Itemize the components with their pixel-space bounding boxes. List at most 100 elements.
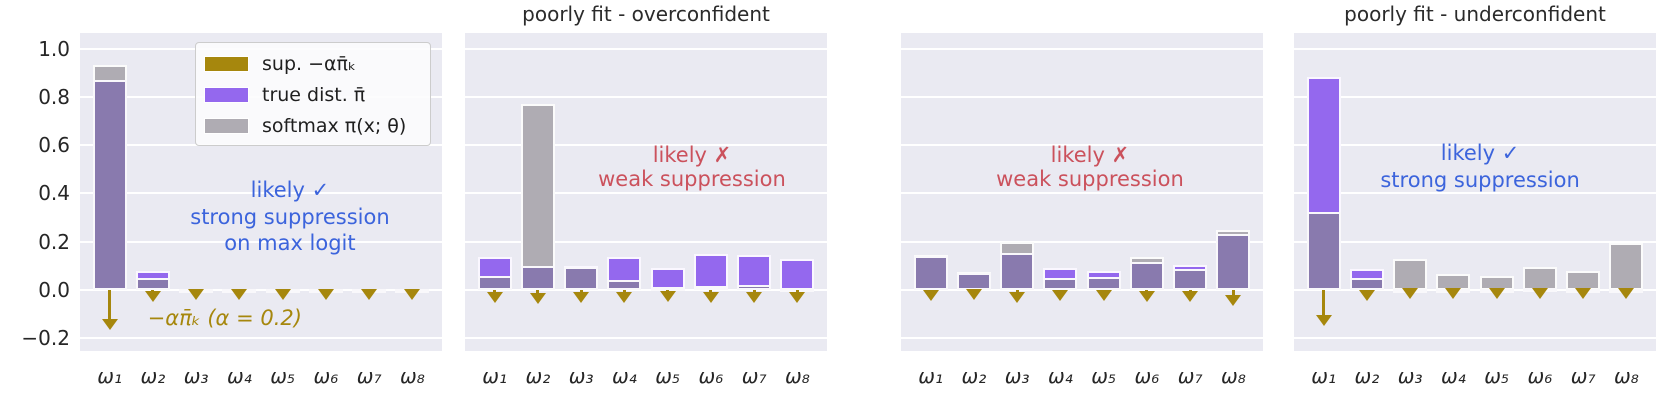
suppression-arrow-icon: [746, 292, 763, 304]
suppression-arrow-icon: [1402, 288, 1419, 300]
x-tick-label: ω₁: [482, 364, 507, 388]
gridline: [465, 192, 827, 195]
suppression-arrow-icon: [1315, 315, 1332, 327]
annotation-text: on max logit: [224, 231, 356, 255]
gridline: [80, 240, 442, 243]
y-tick-label: 0.8: [38, 84, 70, 109]
suppression-arrow-icon: [573, 292, 590, 304]
x-tick-label: ω₅: [1091, 364, 1116, 388]
y-tick-label: 0.2: [38, 229, 70, 254]
x-tick-label: ω₂: [140, 364, 166, 388]
suppression-arrow-icon: [404, 288, 421, 300]
annotation-text: weak suppression: [996, 167, 1184, 191]
x-tick-label: ω₆: [1134, 364, 1160, 388]
suppression-arrow-shaft: [493, 290, 497, 294]
bar: [1393, 258, 1428, 290]
suppression-arrow-icon: [1182, 291, 1199, 303]
gridline: [901, 192, 1263, 195]
suppression-arrow-icon: [789, 292, 806, 304]
gridline: [465, 289, 827, 291]
bar-overlap-segment: [1000, 253, 1035, 290]
legend-swatch-gold: [204, 56, 249, 72]
suppression-arrow-shaft: [709, 290, 713, 294]
x-tick-label: ω₅: [270, 364, 295, 388]
suppression-arrow-icon: [1531, 288, 1548, 300]
suppression-arrow-shaft: [1322, 290, 1326, 317]
suppression-arrow-icon: [486, 292, 503, 304]
bar: [520, 104, 555, 290]
legend-label: sup. −απ̄ₖ: [262, 53, 357, 75]
gridline: [901, 47, 1263, 50]
x-tick-label: ω₃: [1004, 364, 1030, 388]
suppression-arrow-shaft: [752, 290, 756, 294]
x-tick-label: ω₇: [1177, 364, 1203, 388]
y-tick-label: −0.2: [21, 326, 70, 351]
gridline: [465, 144, 827, 147]
annotation-text: likely ✗: [1050, 143, 1130, 167]
gridline: [901, 337, 1263, 340]
panel-title: poorly fit - overconfident: [522, 2, 770, 26]
annotation-text: likely ✓: [250, 178, 330, 202]
gridline: [1294, 337, 1656, 340]
suppression-arrow-shaft: [795, 290, 799, 294]
y-tick-label: 1.0: [38, 36, 70, 61]
gridline: [1294, 289, 1656, 291]
gridline: [901, 240, 1263, 243]
suppression-arrow-icon: [529, 293, 546, 305]
bar-overlap-segment: [956, 272, 991, 290]
suppression-arrow-icon: [922, 289, 939, 301]
bar-overlap-segment: [693, 286, 728, 291]
chart-panel: likely ✓ strong suppression: [1294, 33, 1656, 351]
x-tick-label: ω₇: [1570, 364, 1596, 388]
annotation-text: likely ✗: [652, 143, 732, 167]
annotation-text: strong suppression: [190, 205, 390, 229]
suppression-arrow-icon: [1225, 294, 1242, 306]
gridline: [901, 289, 1263, 291]
annotation-text: strong suppression: [1380, 168, 1580, 192]
bar-overlap-segment: [520, 265, 555, 290]
suppression-arrow-icon: [616, 292, 633, 304]
annotation-text: weak suppression: [598, 167, 786, 191]
x-tick-label: ω₆: [698, 364, 724, 388]
suppression-arrow-shaft: [536, 290, 540, 295]
y-tick-label: 0.4: [38, 181, 70, 206]
gridline: [80, 192, 442, 195]
x-tick-label: ω₆: [313, 364, 339, 388]
gridline: [1294, 240, 1656, 243]
bar-overlap-segment: [92, 79, 127, 290]
suppression-arrow-icon: [188, 288, 205, 300]
x-tick-label: ω₈: [1613, 364, 1639, 388]
x-tick-label: ω₇: [356, 364, 382, 388]
bar: [1609, 243, 1644, 290]
bar-overlap-segment: [477, 275, 512, 290]
suppression-arrow-icon: [361, 288, 378, 300]
suppression-arrow-shaft: [622, 290, 626, 294]
suppression-arrow-icon: [1095, 289, 1112, 301]
suppression-arrow-icon: [702, 292, 719, 304]
y-tick-label: 0.6: [38, 133, 70, 158]
legend: sup. −απ̄ₖ true dist. π̄ softmax π(x; θ): [195, 42, 431, 146]
x-tick-label: ω₄: [1440, 364, 1466, 388]
suppression-arrow-icon: [1138, 291, 1155, 303]
x-tick-label: ω₄: [226, 364, 252, 388]
bar-overlap-segment: [1306, 211, 1341, 290]
suppression-arrow-icon: [1445, 288, 1462, 300]
gridline: [465, 47, 827, 50]
x-tick-label: ω₆: [1527, 364, 1553, 388]
annotation-text: likely ✓: [1440, 141, 1520, 165]
bar-overlap-segment: [913, 256, 948, 290]
suppression-arrow-icon: [1358, 289, 1375, 301]
x-tick-label: ω₇: [741, 364, 767, 388]
suppression-arrow-shaft: [1188, 290, 1192, 293]
gridline: [465, 95, 827, 98]
legend-swatch-grey: [204, 118, 249, 134]
suppression-arrow-icon: [1009, 292, 1026, 304]
x-tick-label: ω₁: [918, 364, 943, 388]
gridline: [465, 337, 827, 340]
legend-label: true dist. π̄: [262, 84, 366, 106]
x-tick-label: ω₈: [399, 364, 425, 388]
gridline: [80, 337, 442, 340]
gridline: [901, 144, 1263, 147]
gridline: [80, 289, 442, 291]
